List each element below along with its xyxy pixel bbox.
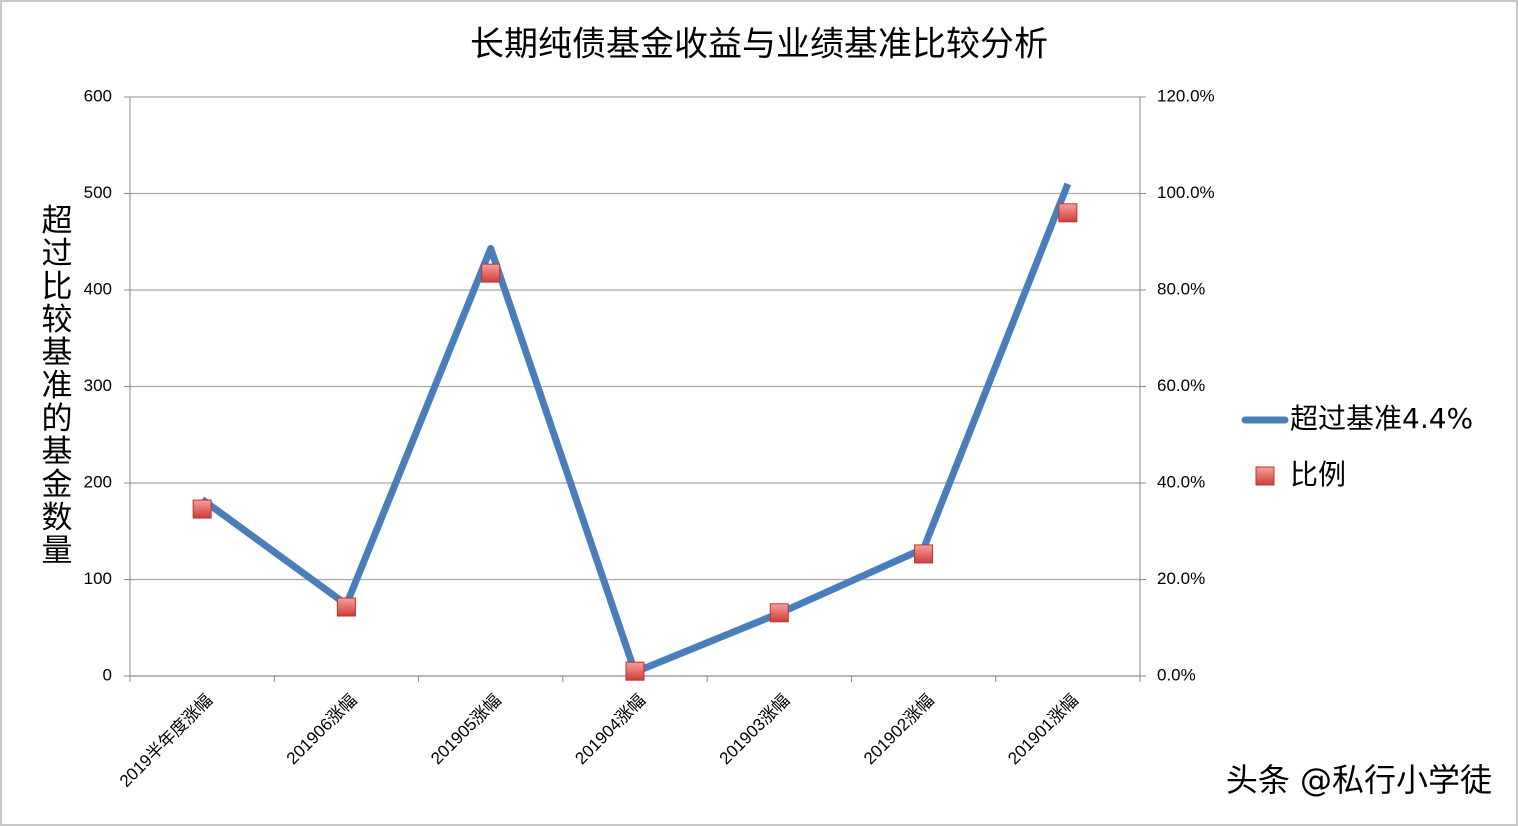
y-tick-label: 400 — [84, 279, 112, 298]
marker — [192, 499, 212, 519]
y2-tick-label: 100.0% — [1157, 183, 1215, 202]
y2-tick-label: 120.0% — [1157, 86, 1215, 105]
legend-label: 超过基准4.4% — [1290, 402, 1473, 435]
marker — [769, 603, 789, 623]
y2-tick-label: 0.0% — [1157, 665, 1196, 684]
y-tick-label: 500 — [84, 183, 112, 202]
y-tick-label: 100 — [84, 569, 112, 588]
marker — [625, 661, 645, 681]
watermark: 头条 @私行小学徒 — [1226, 761, 1492, 799]
legend-marker — [1255, 466, 1275, 486]
legend-label: 比例 — [1290, 458, 1346, 491]
chart-title: 长期纯债基金收益与业绩基准比较分析 — [470, 25, 1048, 65]
marker — [1058, 203, 1078, 223]
marker — [336, 597, 356, 617]
y-tick-label: 300 — [84, 376, 112, 395]
marker — [914, 544, 934, 564]
y2-tick-label: 80.0% — [1157, 279, 1205, 298]
y2-tick-label: 20.0% — [1157, 569, 1205, 588]
y-tick-label: 200 — [84, 472, 112, 491]
y2-tick-label: 60.0% — [1157, 376, 1205, 395]
y-tick-label: 600 — [84, 86, 112, 105]
y-tick-label: 0 — [103, 665, 112, 684]
y-axis-title: 超过比较基准的基金数量 — [36, 204, 73, 567]
y2-tick-label: 40.0% — [1157, 472, 1205, 491]
marker — [481, 263, 501, 283]
